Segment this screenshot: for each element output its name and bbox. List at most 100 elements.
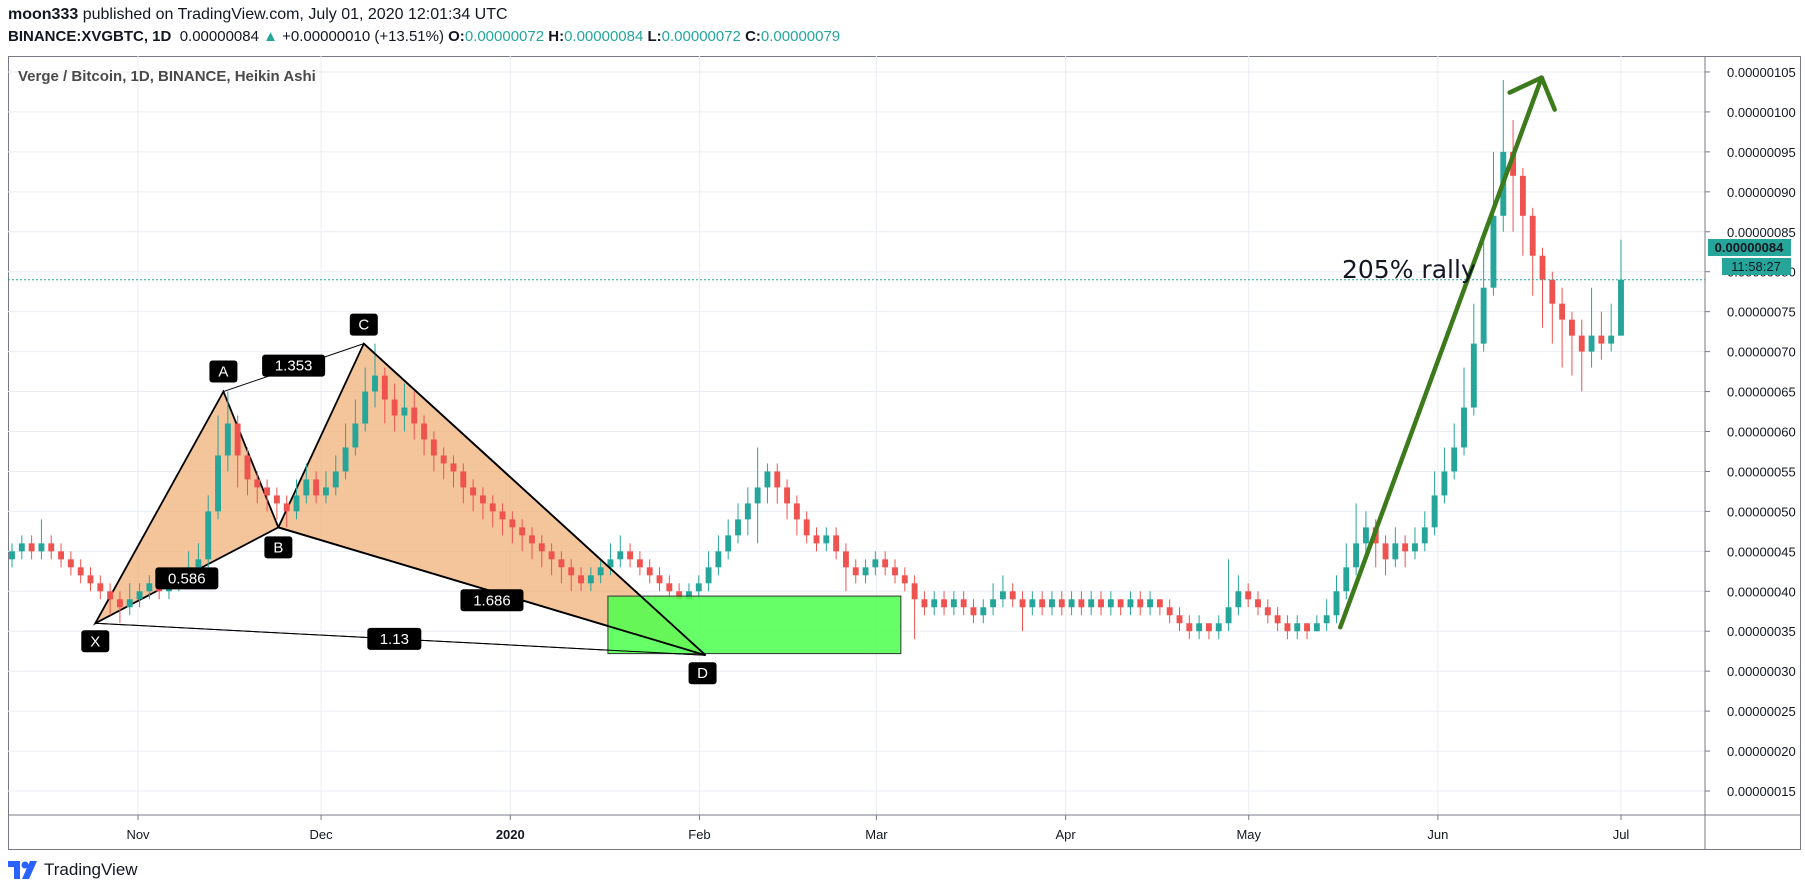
candle-body bbox=[1461, 407, 1467, 448]
publish-line: moon333 published on TradingView.com, Ju… bbox=[8, 6, 508, 24]
candles bbox=[9, 79, 1624, 640]
candle-body bbox=[1451, 447, 1458, 472]
candle-body bbox=[617, 551, 624, 560]
candle-body bbox=[1559, 303, 1566, 320]
point-badge bbox=[264, 536, 293, 559]
candle-body bbox=[813, 535, 820, 544]
candle-body bbox=[342, 447, 349, 472]
x-tick-label: Jul bbox=[1613, 827, 1630, 842]
candle-body bbox=[931, 599, 938, 608]
candle-body bbox=[1618, 279, 1624, 336]
candle-body bbox=[9, 551, 15, 560]
candle-body bbox=[519, 527, 526, 536]
candle-body bbox=[1098, 599, 1104, 608]
candle-body bbox=[87, 575, 94, 584]
candle-body bbox=[980, 607, 987, 616]
candle-body bbox=[1255, 599, 1261, 608]
candle-body bbox=[401, 407, 408, 416]
candle-body bbox=[116, 599, 123, 608]
brand-name: TradingView bbox=[44, 860, 138, 879]
rally-label: 205% rally bbox=[1342, 255, 1476, 284]
candle-body bbox=[960, 599, 967, 608]
candle-body bbox=[1470, 343, 1477, 408]
candle-body bbox=[313, 479, 320, 496]
y-tick-label: 0.00000070 bbox=[1727, 345, 1796, 360]
candle-body bbox=[126, 599, 133, 608]
candle-body bbox=[509, 519, 516, 528]
candle-body bbox=[646, 567, 653, 576]
candle-body bbox=[1225, 607, 1232, 624]
candle-body bbox=[735, 519, 741, 536]
x-tick-label: Nov bbox=[126, 827, 150, 842]
candle-body bbox=[234, 423, 241, 456]
candle-body bbox=[1402, 543, 1409, 552]
price-change: +0.00000010 (+13.51%) bbox=[282, 28, 444, 45]
y-tick-label: 0.00000035 bbox=[1727, 624, 1796, 639]
x-tick-label: 2020 bbox=[496, 827, 525, 842]
candle-body bbox=[1608, 335, 1615, 344]
ratio-label: 0.586 bbox=[168, 570, 206, 587]
candle-body bbox=[558, 559, 565, 568]
ratio-badge bbox=[460, 589, 524, 612]
candle-body bbox=[1343, 567, 1350, 592]
last-price-badge-label: 0.00000084 bbox=[1715, 240, 1784, 255]
candle-body bbox=[303, 479, 310, 496]
candle-body bbox=[1510, 151, 1517, 176]
ratio-badge bbox=[262, 354, 326, 377]
candle-body bbox=[146, 583, 153, 592]
author-name[interactable]: moon333 bbox=[8, 6, 79, 23]
candle-body bbox=[58, 551, 64, 560]
candle-body bbox=[479, 495, 486, 504]
x-tick-label: Mar bbox=[865, 827, 888, 842]
candle-body bbox=[1294, 623, 1301, 632]
candle-body bbox=[921, 599, 928, 608]
candle-body bbox=[764, 471, 771, 488]
x-tick-label: Jun bbox=[1427, 827, 1448, 842]
y-tick-label: 0.00000040 bbox=[1727, 584, 1796, 599]
candle-body bbox=[823, 535, 830, 544]
candle-body bbox=[1392, 543, 1399, 560]
candle-body bbox=[77, 567, 84, 576]
candle-body bbox=[28, 543, 35, 552]
candle-body bbox=[842, 551, 849, 568]
candle-body bbox=[1353, 543, 1360, 568]
candle-body bbox=[411, 407, 418, 424]
candle-body bbox=[833, 535, 840, 552]
candle-body bbox=[1137, 599, 1144, 608]
y-tick-label: 0.00000065 bbox=[1727, 385, 1796, 400]
prz-zone bbox=[607, 595, 902, 655]
open-label: O: bbox=[448, 28, 465, 45]
candle-body bbox=[489, 503, 496, 512]
candle-body bbox=[970, 607, 977, 616]
candle-body bbox=[636, 559, 643, 568]
up-triangle-icon: ▲ bbox=[263, 28, 278, 45]
candle-body bbox=[1009, 591, 1016, 600]
close-label: C: bbox=[745, 28, 761, 45]
candle-body bbox=[1588, 335, 1595, 352]
grid bbox=[8, 56, 1705, 815]
candle-body bbox=[1490, 215, 1497, 288]
candle-body bbox=[1441, 471, 1448, 496]
candle-body bbox=[1058, 599, 1065, 608]
y-tick-label: 0.00000105 bbox=[1727, 65, 1796, 80]
cd-leg bbox=[363, 342, 707, 656]
ohlc-line: BINANCE:XVGBTC, 1D 0.00000084 ▲ +0.00000… bbox=[8, 28, 840, 45]
y-tick-label: 0.00000020 bbox=[1727, 744, 1796, 759]
y-tick-label: 0.00000055 bbox=[1727, 464, 1796, 479]
candle-body bbox=[548, 551, 555, 560]
point-badge bbox=[349, 313, 378, 336]
candle-body bbox=[705, 567, 712, 584]
candle-body bbox=[892, 567, 898, 576]
candle-body bbox=[332, 471, 339, 488]
y-tick-label: 0.00000095 bbox=[1727, 145, 1796, 160]
candle-body bbox=[1029, 599, 1036, 608]
candle-body bbox=[224, 423, 231, 456]
candle-body bbox=[538, 543, 545, 552]
candle-body bbox=[264, 487, 271, 496]
candle-body bbox=[1431, 495, 1438, 528]
candle-body bbox=[587, 575, 594, 584]
candle-body bbox=[1039, 599, 1046, 608]
y-tick-label: 0.00000030 bbox=[1727, 664, 1796, 679]
tradingview-footer[interactable]: TradingView bbox=[8, 860, 138, 880]
